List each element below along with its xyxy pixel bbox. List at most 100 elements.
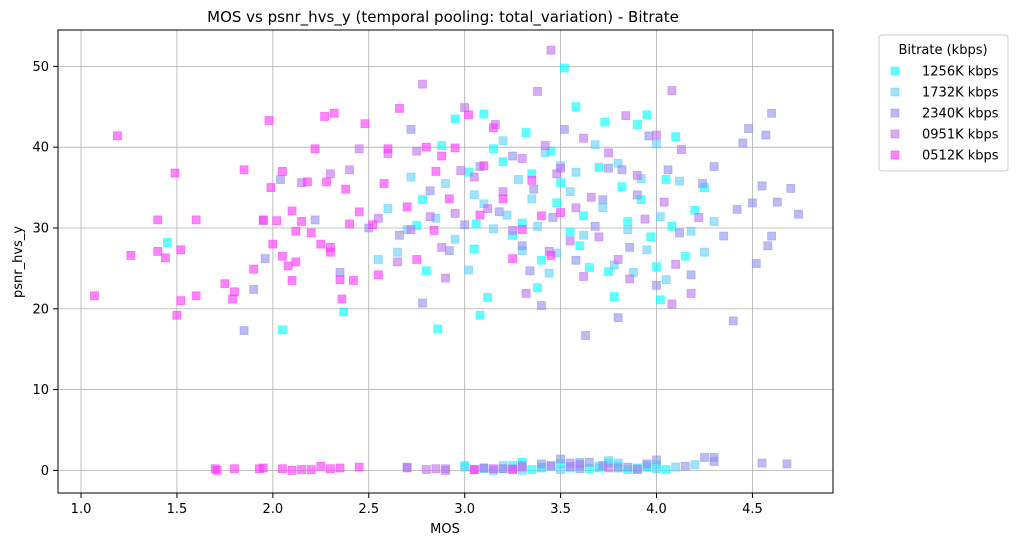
data-point <box>437 151 447 161</box>
data-point <box>441 179 450 188</box>
data-point <box>661 465 671 474</box>
data-point <box>220 279 230 289</box>
data-point <box>680 251 690 261</box>
legend-label: 1732K kbps <box>922 86 999 101</box>
data-point <box>623 462 633 472</box>
data-point <box>594 162 604 172</box>
data-point <box>642 110 652 120</box>
data-point <box>508 465 518 474</box>
data-point <box>527 175 537 185</box>
data-point <box>686 226 696 236</box>
data-point <box>421 142 431 152</box>
data-point <box>383 144 393 154</box>
data-point <box>661 275 671 285</box>
data-point <box>383 204 393 213</box>
data-point <box>556 454 565 464</box>
data-point <box>677 145 686 154</box>
data-point <box>625 274 635 284</box>
data-point <box>176 245 186 255</box>
data-point <box>479 161 489 171</box>
data-point <box>421 266 431 276</box>
data-point <box>686 289 696 298</box>
data-point <box>479 109 489 119</box>
data-point <box>644 131 654 141</box>
x-tick-label: 1.5 <box>167 502 188 517</box>
data-point <box>571 203 581 213</box>
data-point <box>345 219 354 229</box>
data-point <box>659 197 669 207</box>
data-point <box>113 131 122 141</box>
legend-label: 0951K kbps <box>922 128 999 143</box>
data-point <box>728 316 738 326</box>
data-point <box>418 79 427 89</box>
data-point <box>623 225 633 234</box>
data-point <box>521 128 531 138</box>
legend-label: 1256K kbps <box>922 65 999 80</box>
data-point <box>456 166 466 175</box>
data-point <box>278 464 287 474</box>
legend: Bitrate (kbps) 1256K kbps 1732K kbps 2340K… <box>878 34 1009 172</box>
data-point <box>278 167 287 176</box>
data-point <box>172 310 182 320</box>
x-tick-label: 1.0 <box>71 502 92 517</box>
data-point <box>642 459 652 469</box>
data-point <box>326 169 335 179</box>
data-point <box>228 294 237 304</box>
data-point <box>598 195 608 205</box>
data-point <box>441 465 450 475</box>
data-point <box>354 207 364 217</box>
data-point <box>498 464 508 474</box>
x-axis-label: MOS <box>430 522 460 537</box>
data-point <box>604 463 613 473</box>
data-point <box>450 234 460 244</box>
data-point <box>498 194 508 204</box>
data-point <box>479 463 489 473</box>
data-point <box>565 227 575 237</box>
y-axis-label: psnr_hvs_y <box>11 226 26 298</box>
data-point <box>652 455 661 465</box>
data-point <box>613 463 623 473</box>
data-point <box>604 267 613 277</box>
data-point <box>552 198 562 208</box>
data-point <box>575 459 585 469</box>
data-point <box>600 117 610 127</box>
data-point <box>212 465 222 475</box>
data-point <box>287 206 297 216</box>
data-point <box>450 143 460 153</box>
data-point <box>632 190 642 200</box>
data-point <box>571 167 581 177</box>
data-point <box>533 221 542 231</box>
data-point <box>249 264 259 274</box>
data-point <box>268 239 278 249</box>
data-point <box>316 461 326 471</box>
data-point <box>498 187 508 197</box>
data-point <box>632 171 642 180</box>
data-point <box>306 228 316 238</box>
data-point <box>278 325 287 335</box>
data-point <box>326 247 335 257</box>
data-point <box>744 124 753 133</box>
data-point <box>450 209 460 218</box>
y-tick-label: 50 <box>32 60 49 75</box>
data-point <box>489 464 498 474</box>
data-point <box>402 463 412 473</box>
data-point <box>575 241 585 251</box>
legend-label: 2340K kbps <box>922 107 999 122</box>
data-point <box>690 460 700 470</box>
data-point <box>433 324 443 334</box>
data-point <box>782 459 792 469</box>
data-point <box>667 221 677 231</box>
data-point <box>709 217 719 226</box>
x-tick-label: 4.5 <box>742 502 763 517</box>
data-point <box>537 211 546 221</box>
data-point <box>469 244 479 254</box>
data-point <box>732 204 742 214</box>
data-point <box>667 299 677 309</box>
data-point <box>161 253 170 263</box>
data-point <box>393 257 402 267</box>
legend-marker <box>890 108 900 118</box>
data-point <box>258 215 268 225</box>
data-point <box>425 212 435 222</box>
data-point <box>266 183 276 192</box>
